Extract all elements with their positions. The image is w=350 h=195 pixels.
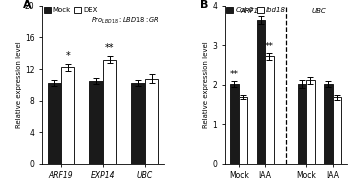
- Bar: [145, 79, 158, 164]
- Text: A: A: [22, 0, 31, 10]
- Bar: [131, 83, 145, 164]
- Bar: [265, 56, 274, 164]
- Bar: [332, 98, 341, 164]
- Text: UBC: UBC: [312, 8, 327, 14]
- Text: B: B: [200, 0, 209, 10]
- Text: *: *: [65, 51, 70, 61]
- Y-axis label: Relative expression level: Relative expression level: [203, 42, 209, 128]
- Text: **: **: [105, 43, 114, 53]
- Bar: [239, 98, 247, 164]
- Bar: [298, 84, 306, 164]
- Bar: [306, 80, 315, 164]
- Bar: [90, 81, 103, 164]
- Bar: [103, 59, 116, 164]
- Y-axis label: Relative expression level: Relative expression level: [16, 42, 22, 128]
- Text: $\mathit{Pro_{LBD18}}$$\mathit{:LBD18:GR}$: $\mathit{Pro_{LBD18}}$$\mathit{:LBD18:GR…: [91, 15, 160, 26]
- Text: ARF19: ARF19: [240, 8, 263, 14]
- Bar: [324, 84, 332, 164]
- Legend: Col-0, lbd18: Col-0, lbd18: [226, 6, 287, 14]
- Text: **: **: [265, 42, 274, 51]
- Bar: [61, 67, 75, 164]
- Legend: Mock, DEX: Mock, DEX: [43, 6, 99, 14]
- Bar: [48, 83, 61, 164]
- Text: **: **: [230, 70, 239, 79]
- Bar: [230, 84, 239, 164]
- Bar: [257, 20, 265, 164]
